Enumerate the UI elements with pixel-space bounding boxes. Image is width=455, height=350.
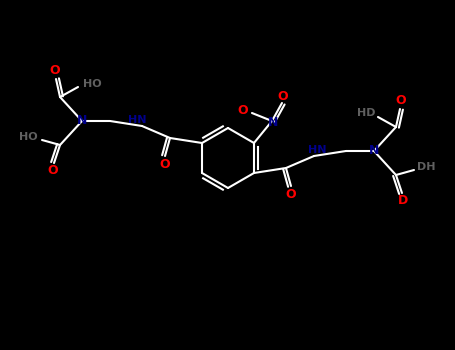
Text: O: O	[286, 188, 296, 201]
Text: HD: HD	[357, 108, 375, 118]
Text: N: N	[77, 114, 87, 127]
Text: HO: HO	[83, 79, 101, 89]
Text: DH: DH	[417, 162, 435, 172]
Text: O: O	[396, 94, 406, 107]
Text: HN: HN	[308, 145, 326, 155]
Text: N: N	[268, 116, 278, 128]
Text: O: O	[160, 158, 170, 170]
Text: D: D	[398, 195, 408, 208]
Text: N: N	[369, 145, 379, 158]
Text: O: O	[50, 64, 61, 77]
Text: HN: HN	[128, 115, 146, 125]
Text: O: O	[48, 164, 58, 177]
Text: HO: HO	[19, 132, 37, 142]
Text: O: O	[238, 105, 248, 118]
Text: O: O	[278, 90, 288, 103]
